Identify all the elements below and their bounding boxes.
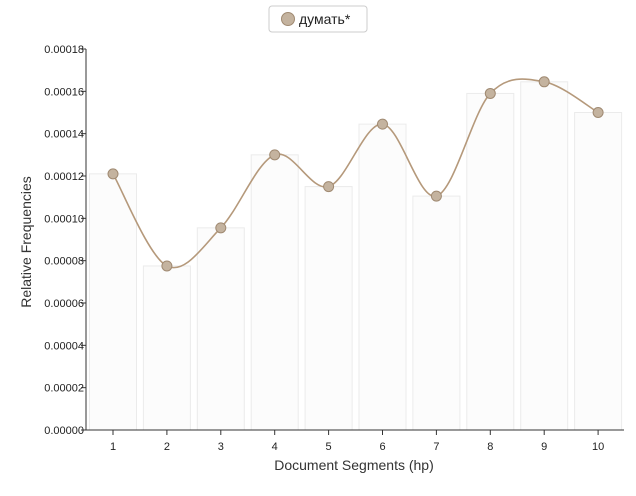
series-line: [112, 78, 599, 269]
bar: [466, 92, 515, 431]
x-tick-label: 10: [592, 441, 604, 453]
bar: [304, 186, 353, 431]
y-tick-label: 0.00004: [44, 340, 84, 352]
bars-layer: [89, 81, 623, 431]
y-tick-label: 0.00002: [44, 383, 84, 395]
x-tick-label: 4: [272, 441, 278, 453]
x-tick-label: 5: [326, 441, 332, 453]
bar: [412, 195, 461, 431]
bar: [520, 81, 569, 431]
x-tick-label: 3: [218, 441, 224, 453]
legend-label: думать*: [299, 11, 351, 27]
y-tick-label: 0.00008: [44, 256, 84, 268]
axes-layer: 0.00000 0.00002 0.00004 0.00006 0.00008 0.000…: [44, 44, 624, 453]
data-point[interactable]: [430, 190, 442, 202]
y-tick-label: 0.00014: [44, 129, 84, 141]
y-tick-label: 0.00006: [44, 298, 84, 310]
y-tick-label: 0.00010: [44, 213, 84, 225]
x-tick-label: 9: [541, 441, 547, 453]
bar: [358, 123, 407, 431]
x-axis-title: Document Segments (hp): [274, 457, 434, 473]
data-point[interactable]: [484, 87, 496, 99]
y-tick-label: 0.00000: [44, 425, 84, 437]
y-tick-label: 0.00012: [44, 171, 84, 183]
points-layer: [107, 76, 604, 272]
data-point[interactable]: [107, 168, 119, 180]
legend-marker: [281, 12, 295, 26]
bar: [142, 265, 191, 431]
data-point[interactable]: [592, 107, 604, 118]
x-tick-label: 6: [379, 441, 385, 453]
data-point[interactable]: [377, 118, 388, 130]
line-layer: [112, 78, 599, 269]
x-tick-label: 7: [433, 441, 439, 453]
data-point[interactable]: [323, 181, 335, 193]
x-tick-label: 2: [164, 441, 170, 453]
data-point[interactable]: [215, 222, 227, 234]
data-point[interactable]: [269, 149, 281, 161]
bar: [574, 112, 623, 431]
x-tick-label: 8: [487, 441, 493, 453]
bar: [89, 173, 137, 431]
data-point[interactable]: [538, 76, 550, 88]
y-tick-label: 0.00016: [44, 86, 84, 98]
y-axis-title: Relative Frequencies: [18, 176, 34, 308]
data-point[interactable]: [161, 260, 173, 272]
y-tick-label: 0.00018: [44, 44, 84, 56]
legend-box[interactable]: [268, 5, 368, 33]
x-tick-label: 1: [110, 441, 116, 453]
bar: [250, 154, 299, 431]
legend[interactable]: думать*: [268, 5, 368, 33]
bar: [196, 227, 245, 431]
